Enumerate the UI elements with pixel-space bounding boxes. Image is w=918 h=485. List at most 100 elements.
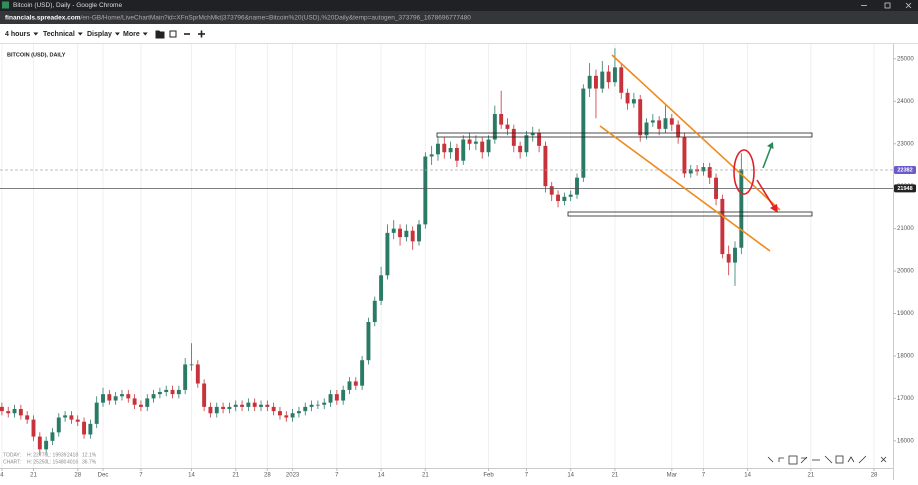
candle-body (221, 406, 226, 410)
candle-body (303, 406, 308, 412)
candle-body (631, 99, 636, 104)
candle-body (669, 118, 674, 125)
toolbar-menu[interactable]: Display (87, 31, 112, 38)
candle-body (138, 404, 143, 407)
candle-body (56, 417, 61, 433)
title-bar (0, 0, 918, 11)
candle-body (587, 75, 592, 89)
candle-body (347, 381, 352, 390)
candle-body (309, 404, 314, 407)
y-tick-label: 21000 (897, 226, 914, 232)
candle-body (543, 145, 548, 187)
app-icon (2, 1, 9, 9)
candle-body (360, 360, 365, 386)
candle-body (372, 300, 377, 322)
address-bar[interactable] (0, 11, 918, 24)
candle-body (12, 409, 17, 414)
candle-body (25, 415, 30, 420)
down-arrow (756, 179, 776, 210)
toolbar-icons[interactable] (155, 30, 205, 39)
y-tick-label: 24000 (897, 99, 914, 105)
candle-body (315, 404, 320, 406)
x-tick-label: 7 (525, 473, 529, 479)
chart-title: BITCOIN (USD), DAILY (7, 52, 66, 58)
candle-body (391, 228, 396, 233)
url[interactable]: financials.spreadex.com/en-GB/Home/LiveC… (5, 14, 471, 21)
candle-body (454, 147, 459, 161)
stat-text: CHART: (3, 459, 21, 465)
x-tick-label: 7 (702, 473, 706, 479)
candle-body (259, 404, 263, 407)
candle-body (638, 99, 643, 136)
candle-body (606, 71, 611, 83)
drawing-tools[interactable] (767, 455, 887, 465)
x-tick-label: 14 (378, 473, 385, 479)
candle-body (353, 381, 358, 386)
candle-body (562, 196, 567, 202)
candle-body (63, 415, 68, 418)
x-tick-label: 4 (0, 473, 4, 479)
candle-body (132, 398, 137, 405)
toolbar (0, 24, 918, 44)
candle-body (701, 167, 706, 172)
candle-body (726, 254, 731, 263)
candle-body (739, 169, 744, 248)
candle-body (625, 92, 630, 104)
candle-body (208, 406, 213, 414)
toolbar-menu[interactable]: Technical (43, 31, 75, 38)
candle-body (594, 75, 598, 89)
candle-body (82, 421, 87, 435)
toolbar-menu[interactable]: More (123, 31, 140, 38)
up-arrow (762, 146, 772, 169)
candle-body (278, 411, 282, 416)
y-tick-label: 19000 (897, 311, 914, 317)
candle-body (328, 394, 333, 403)
candle-body (688, 169, 693, 174)
candle-body (707, 167, 712, 178)
candle-body (423, 156, 428, 225)
candle-body (183, 364, 188, 390)
x-tick-label: 14 (567, 473, 574, 479)
url-path: /en-GB/Home/LiveChartMain?id=XFnSprMchMk… (81, 14, 472, 21)
window-controls[interactable] (861, 2, 912, 9)
support-box (567, 211, 813, 217)
candle-body (682, 137, 687, 174)
candle-body (379, 275, 384, 301)
price-tag-label: 22382 (897, 167, 912, 173)
x-tick-label: 28 (871, 473, 878, 479)
resistance-box (436, 132, 813, 138)
candle-body (366, 321, 371, 361)
dropdown-caret (33, 32, 39, 36)
candle-body (126, 394, 131, 399)
stat-text: 36.7% (82, 459, 97, 465)
x-tick-label: 21 (807, 473, 814, 479)
candle-body (233, 404, 238, 407)
candle-body (189, 364, 194, 366)
dropdown-caret (114, 32, 120, 36)
candle-body (94, 402, 99, 424)
trend-line-lower (599, 125, 771, 252)
stat-text: L: 19939 (47, 452, 67, 458)
candle-body (240, 404, 245, 407)
candle-body (467, 139, 472, 144)
candle-body (600, 71, 605, 89)
toolbar-menu[interactable]: 4 hours (5, 31, 30, 38)
candle-body (417, 224, 421, 242)
stat-text: TODAY: (3, 452, 21, 458)
annotations (436, 54, 813, 252)
candle-body (75, 419, 80, 422)
candle-body (50, 432, 55, 441)
window-title: Bitcoin (USD), Daily - Google Chrome (13, 2, 122, 9)
x-tick-label: 21 (612, 473, 619, 479)
candle-body (88, 423, 93, 435)
candle-body (644, 122, 649, 136)
candle-body (429, 154, 434, 157)
y-tick-label: 25000 (897, 56, 914, 62)
price-tag-label: 21948 (897, 186, 912, 192)
candle-body (575, 177, 579, 195)
candle-body (436, 143, 440, 155)
candle-body (385, 232, 390, 276)
url-host: financials.spreadex.com (5, 14, 81, 21)
candle-body (492, 114, 497, 140)
candle-body (271, 406, 276, 412)
